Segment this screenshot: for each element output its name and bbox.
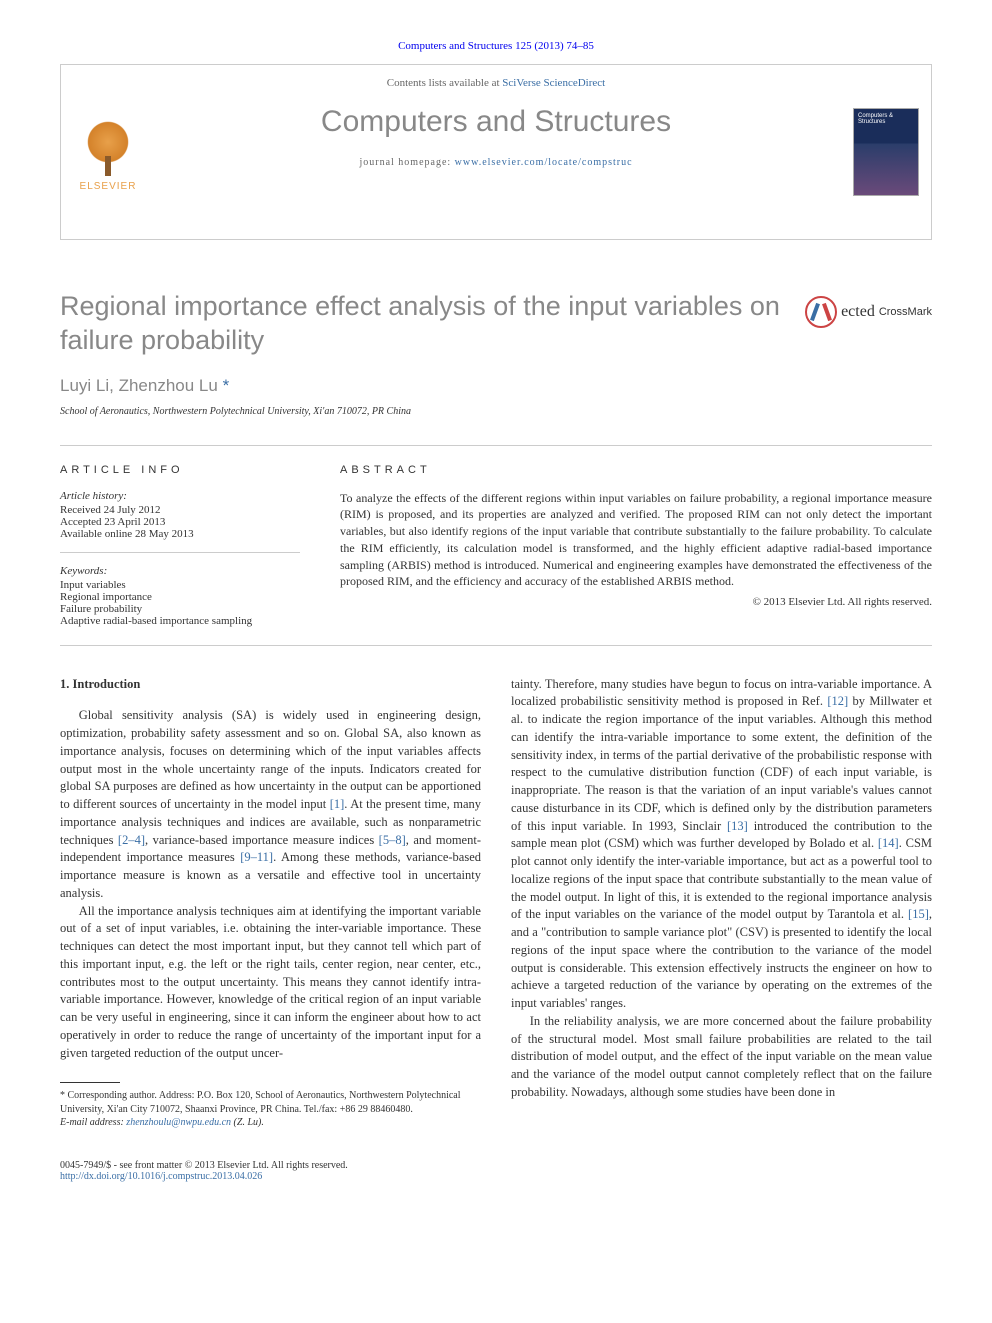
- body-columns: 1. Introduction Global sensitivity analy…: [60, 676, 932, 1130]
- body-paragraph: Global sensitivity analysis (SA) is wide…: [60, 707, 481, 902]
- abstract-label: ABSTRACT: [340, 464, 932, 476]
- history-online: Available online 28 May 2013: [60, 528, 300, 540]
- abstract-col: ABSTRACT To analyze the effects of the d…: [340, 464, 932, 627]
- corresponding-marker[interactable]: *: [223, 376, 230, 395]
- email-label: E-mail address:: [60, 1117, 126, 1128]
- citation-link[interactable]: Computers and Structures 125 (2013) 74–8…: [398, 40, 594, 52]
- info-label: ARTICLE INFO: [60, 464, 300, 476]
- corresponding-footnote: * Corresponding author. Address: P.O. Bo…: [60, 1089, 481, 1116]
- body-col-left: 1. Introduction Global sensitivity analy…: [60, 676, 481, 1130]
- history-block: Article history: Received 24 July 2012 A…: [60, 490, 300, 553]
- keyword-item: Adaptive radial-based importance samplin…: [60, 615, 300, 627]
- section-heading: 1. Introduction: [60, 676, 481, 694]
- abstract-text: To analyze the effects of the different …: [340, 490, 932, 591]
- ref-link[interactable]: [14]: [878, 836, 899, 850]
- page-root: Computers and Structures 125 (2013) 74–8…: [0, 0, 992, 1222]
- homepage-line: journal homepage: www.elsevier.com/locat…: [167, 157, 825, 168]
- body-col-right: tainty. Therefore, many studies have beg…: [511, 676, 932, 1130]
- bottom-bar: 0045-7949/$ - see front matter © 2013 El…: [60, 1160, 932, 1182]
- crossmark-text: CrossMark: [879, 306, 932, 318]
- divider-top: [60, 445, 932, 446]
- affiliation: School of Aeronautics, Northwestern Poly…: [60, 406, 932, 417]
- email-link[interactable]: zhenzhoulu@nwpu.edu.cn: [126, 1117, 231, 1128]
- ref-link[interactable]: [12]: [827, 694, 848, 708]
- ref-link[interactable]: [5–8]: [379, 833, 406, 847]
- body-paragraph: tainty. Therefore, many studies have beg…: [511, 676, 932, 1013]
- elsevier-logo: ELSEVIER: [73, 112, 143, 192]
- ref-link[interactable]: [15]: [908, 907, 929, 921]
- article-title: Regional importance effect analysis of t…: [60, 290, 785, 358]
- journal-header: ELSEVIER Contents lists available at Sci…: [60, 64, 932, 240]
- divider-bottom: [60, 645, 932, 646]
- contents-prefix: Contents lists available at: [387, 77, 502, 89]
- ref-link[interactable]: [2–4]: [118, 833, 145, 847]
- crossmark-icon: [805, 296, 837, 328]
- footnote-separator: [60, 1082, 120, 1083]
- author-line: Luyi Li, Zhenzhou Lu *: [60, 376, 932, 396]
- journal-cover-thumb: Computers & Structures: [853, 108, 919, 196]
- keyword-item: Failure probability: [60, 603, 300, 615]
- abstract-copyright: © 2013 Elsevier Ltd. All rights reserved…: [340, 596, 932, 608]
- title-row: Regional importance effect analysis of t…: [60, 290, 932, 358]
- history-accepted: Accepted 23 April 2013: [60, 516, 300, 528]
- elsevier-tree-icon: [78, 121, 138, 181]
- info-abstract-row: ARTICLE INFO Article history: Received 2…: [60, 464, 932, 627]
- ref-link[interactable]: [13]: [727, 819, 748, 833]
- doi-link[interactable]: http://dx.doi.org/10.1016/j.compstruc.20…: [60, 1171, 262, 1182]
- homepage-link[interactable]: www.elsevier.com/locate/compstruc: [455, 157, 633, 168]
- article-info-col: ARTICLE INFO Article history: Received 2…: [60, 464, 300, 627]
- homepage-prefix: journal homepage:: [359, 157, 454, 168]
- author-names: Luyi Li, Zhenzhou Lu: [60, 376, 223, 395]
- keyword-item: Input variables: [60, 579, 300, 591]
- body-paragraph: All the importance analysis techniques a…: [60, 903, 481, 1063]
- citation-line: Computers and Structures 125 (2013) 74–8…: [60, 40, 932, 52]
- elsevier-text: ELSEVIER: [80, 181, 137, 192]
- contents-line: Contents lists available at SciVerse Sci…: [167, 77, 825, 89]
- header-center: Contents lists available at SciVerse Sci…: [77, 77, 915, 168]
- journal-name: Computers and Structures: [167, 105, 825, 139]
- history-received: Received 24 July 2012: [60, 504, 300, 516]
- ref-link[interactable]: [1]: [330, 797, 345, 811]
- crossmark-badge[interactable]: ected CrossMark: [805, 296, 932, 328]
- ref-link[interactable]: [9–11]: [240, 850, 273, 864]
- history-label: Article history:: [60, 490, 300, 502]
- cover-thumb-text: Computers & Structures: [854, 109, 918, 129]
- email-suffix: (Z. Lu).: [231, 1117, 264, 1128]
- keywords-label: Keywords:: [60, 565, 300, 577]
- body-paragraph: In the reliability analysis, we are more…: [511, 1013, 932, 1102]
- sciencedirect-link[interactable]: SciVerse ScienceDirect: [502, 77, 605, 89]
- keyword-item: Regional importance: [60, 591, 300, 603]
- email-footnote: E-mail address: zhenzhoulu@nwpu.edu.cn (…: [60, 1116, 481, 1130]
- issn-line: 0045-7949/$ - see front matter © 2013 El…: [60, 1160, 932, 1171]
